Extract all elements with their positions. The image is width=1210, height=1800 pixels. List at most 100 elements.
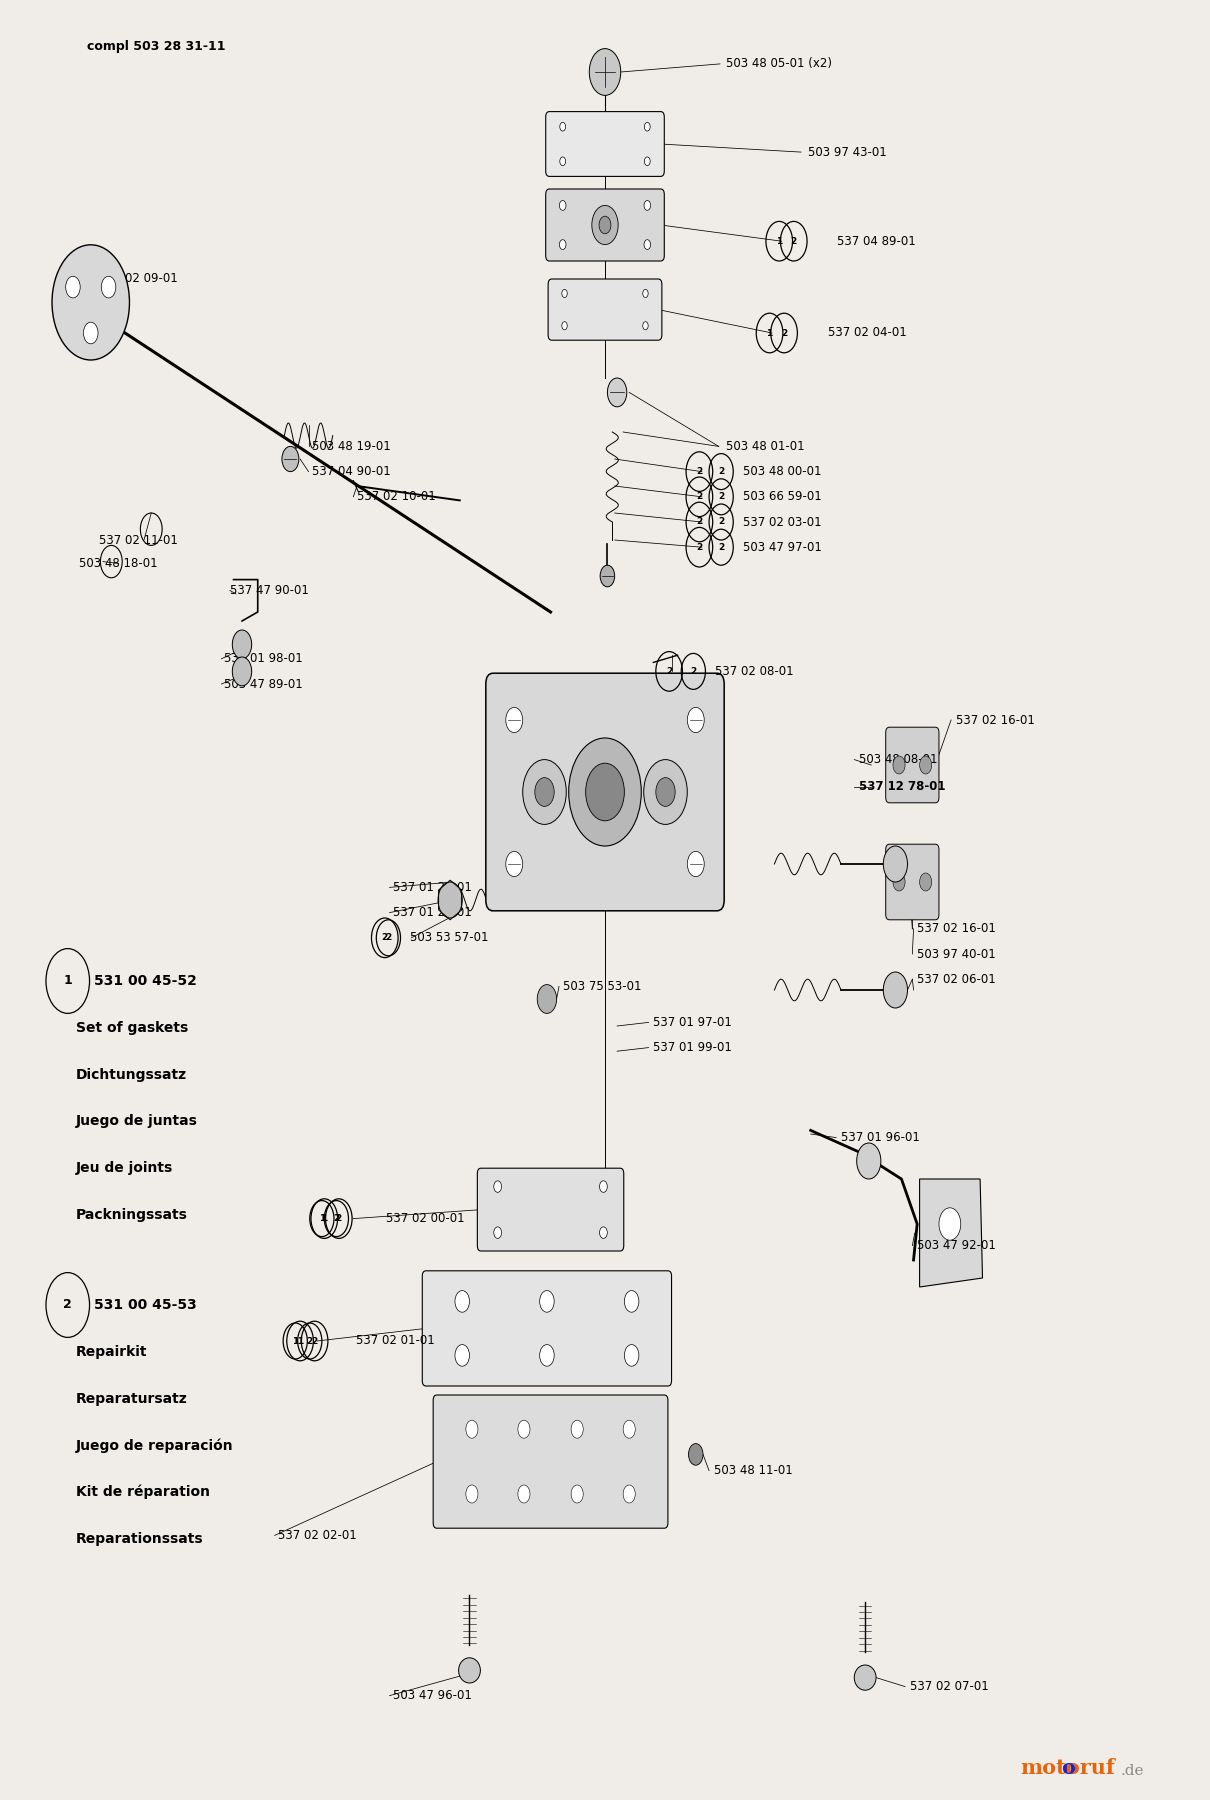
Circle shape — [600, 565, 615, 587]
Circle shape — [559, 200, 566, 211]
Circle shape — [586, 763, 624, 821]
Ellipse shape — [854, 1665, 876, 1690]
Text: Jeu de joints: Jeu de joints — [76, 1161, 173, 1175]
Text: 503 48 05-01 (x2): 503 48 05-01 (x2) — [726, 58, 832, 70]
Text: 2: 2 — [690, 668, 697, 677]
Text: 503 48 11-01: 503 48 11-01 — [714, 1463, 793, 1478]
Text: 537 02 06-01: 537 02 06-01 — [917, 972, 996, 986]
Circle shape — [466, 1420, 478, 1438]
Text: 537 02 11-01: 537 02 11-01 — [99, 533, 178, 547]
Circle shape — [494, 1228, 502, 1238]
Text: 2: 2 — [696, 544, 703, 551]
Circle shape — [920, 873, 932, 891]
Circle shape — [893, 873, 905, 891]
Text: 537 01 99-01: 537 01 99-01 — [653, 1040, 732, 1055]
Text: 537 01 98-01: 537 01 98-01 — [224, 652, 302, 666]
Circle shape — [438, 882, 462, 918]
Text: 2: 2 — [381, 932, 388, 943]
Circle shape — [52, 245, 129, 360]
Text: 537 04 89-01: 537 04 89-01 — [837, 234, 916, 248]
Text: Kit de réparation: Kit de réparation — [76, 1485, 211, 1499]
Circle shape — [102, 277, 116, 299]
Circle shape — [623, 1485, 635, 1503]
Text: Juego de juntas: Juego de juntas — [76, 1114, 198, 1129]
Text: 531 00 45-53: 531 00 45-53 — [94, 1298, 197, 1312]
Circle shape — [600, 1228, 607, 1238]
Text: 1: 1 — [321, 1213, 328, 1224]
Text: 503 97 40-01: 503 97 40-01 — [917, 947, 996, 961]
FancyBboxPatch shape — [477, 1168, 624, 1251]
FancyBboxPatch shape — [422, 1271, 672, 1386]
Circle shape — [599, 216, 611, 234]
Circle shape — [939, 1208, 961, 1240]
Text: 537 01 25-01: 537 01 25-01 — [393, 905, 472, 920]
Text: 1: 1 — [292, 1336, 299, 1346]
Text: 503 66 59-01: 503 66 59-01 — [743, 490, 822, 504]
Circle shape — [857, 1143, 881, 1179]
Text: 537 01 26-01: 537 01 26-01 — [393, 880, 472, 895]
Circle shape — [232, 630, 252, 659]
Text: 503 47 96-01: 503 47 96-01 — [393, 1688, 472, 1703]
Text: 537 01 96-01: 537 01 96-01 — [841, 1130, 920, 1145]
Circle shape — [232, 657, 252, 686]
Circle shape — [535, 778, 554, 806]
Text: 503 48 00-01: 503 48 00-01 — [743, 464, 822, 479]
Text: 2: 2 — [790, 238, 797, 247]
Circle shape — [560, 122, 565, 131]
Text: 2: 2 — [666, 668, 673, 677]
Circle shape — [506, 707, 523, 733]
Circle shape — [561, 290, 567, 297]
Text: 1: 1 — [296, 1336, 304, 1346]
Text: 503 97 43-01: 503 97 43-01 — [808, 146, 887, 158]
Circle shape — [644, 239, 651, 250]
Circle shape — [537, 985, 557, 1013]
Circle shape — [540, 1345, 554, 1366]
Circle shape — [65, 277, 80, 299]
Circle shape — [523, 760, 566, 824]
Text: 2: 2 — [718, 466, 725, 475]
FancyBboxPatch shape — [433, 1395, 668, 1528]
Circle shape — [455, 1345, 469, 1366]
Circle shape — [644, 200, 651, 211]
FancyBboxPatch shape — [546, 189, 664, 261]
Circle shape — [559, 239, 566, 250]
Text: 537 02 03-01: 537 02 03-01 — [743, 515, 822, 529]
Circle shape — [656, 778, 675, 806]
Circle shape — [624, 1345, 639, 1366]
Circle shape — [518, 1485, 530, 1503]
Ellipse shape — [459, 1658, 480, 1683]
Circle shape — [607, 378, 627, 407]
Circle shape — [540, 1291, 554, 1312]
Circle shape — [688, 1444, 703, 1465]
Text: 537 12 78-01: 537 12 78-01 — [859, 779, 945, 794]
Text: 1: 1 — [776, 238, 783, 247]
Text: 503 48 01-01: 503 48 01-01 — [726, 439, 805, 454]
Circle shape — [687, 707, 704, 733]
Text: 2: 2 — [333, 1213, 340, 1224]
Text: .de: .de — [1120, 1764, 1143, 1778]
Circle shape — [83, 322, 98, 344]
Circle shape — [624, 1291, 639, 1312]
Text: 503 53 57-01: 503 53 57-01 — [410, 931, 489, 945]
Text: 2: 2 — [311, 1336, 318, 1346]
Text: 2: 2 — [385, 932, 392, 943]
Text: 503 48 18-01: 503 48 18-01 — [79, 556, 157, 571]
Circle shape — [623, 1420, 635, 1438]
FancyBboxPatch shape — [886, 727, 939, 803]
Text: 2: 2 — [780, 328, 788, 338]
Circle shape — [494, 1181, 502, 1192]
Circle shape — [644, 760, 687, 824]
Text: 537 02 10-01: 537 02 10-01 — [357, 490, 436, 504]
Text: 503 47 89-01: 503 47 89-01 — [224, 677, 302, 691]
Text: Packningssats: Packningssats — [76, 1208, 188, 1222]
Text: 537 47 90-01: 537 47 90-01 — [230, 583, 309, 598]
Circle shape — [883, 972, 908, 1008]
Text: 2: 2 — [696, 466, 703, 475]
Circle shape — [920, 756, 932, 774]
Circle shape — [883, 846, 908, 882]
Circle shape — [600, 1181, 607, 1192]
Text: 503 75 53-01: 503 75 53-01 — [563, 979, 641, 994]
Text: o: o — [1061, 1759, 1076, 1778]
Text: 503 48 19-01: 503 48 19-01 — [312, 439, 391, 454]
Text: compl 503 28 31-11: compl 503 28 31-11 — [87, 40, 225, 52]
